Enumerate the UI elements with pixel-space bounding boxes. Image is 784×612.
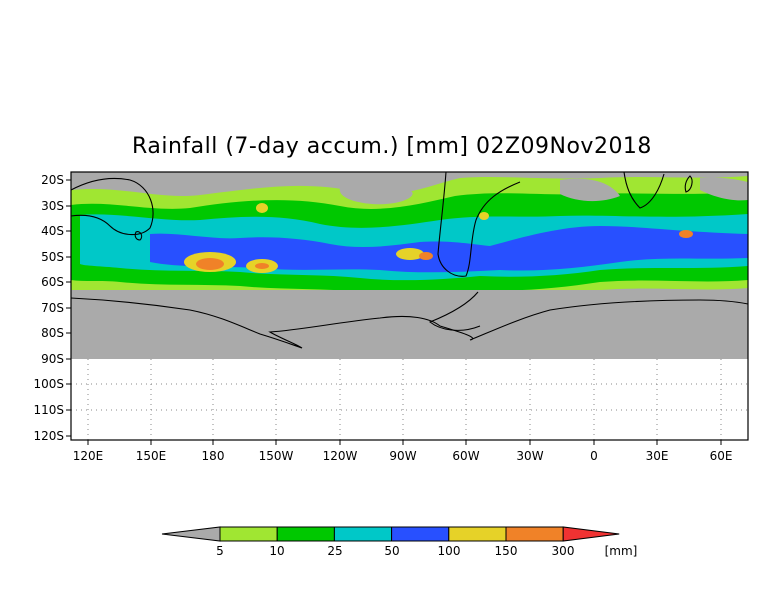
lat-label: 100S [33,377,64,391]
colorbar-label: 10 [269,544,284,558]
map-title: Rainfall (7-day accum.) [mm] 02Z09Nov201… [132,134,652,159]
australia-coast [70,177,154,236]
colorbar-segment [276,526,335,542]
lat-label: 80S [41,326,64,340]
lat-label: 60S [41,275,64,289]
rain-cell-yellow [479,212,489,220]
colorbar [161,526,620,542]
lat-label: 50S [41,250,64,264]
rain-cell-orange [255,263,269,269]
colorbar-high-arrow [562,526,620,542]
lon-label: 90W [389,449,416,463]
lon-label: 60E [710,449,733,463]
lat-label: 30S [41,199,64,213]
lon-label: 150W [259,449,294,463]
rain-cell-yellow [256,203,268,213]
lat-label: 70S [41,301,64,315]
colorbar-labels: 5 10 25 50 100 150 300 [mm] [216,544,637,558]
grid-lines [71,359,748,440]
lat-tick-marks [66,179,71,437]
lat-label: 20S [41,173,64,187]
lon-label: 120E [73,449,104,463]
colorbar-unit: [mm] [605,544,638,558]
lon-label: 0 [590,449,598,463]
lon-tick-marks [87,440,722,445]
lon-label: 30W [516,449,543,463]
dry-region [700,177,748,201]
colorbar-segment [333,526,393,542]
colorbar-label: 150 [495,544,518,558]
south-america-coast [437,171,521,277]
rain-cell-orange [679,230,693,238]
lat-label: 120S [33,429,64,443]
colorbar-label: 25 [327,544,342,558]
lat-label: 110S [33,403,64,417]
lat-label: 40S [41,224,64,238]
antarctica [71,290,748,359]
tasmania-coast [134,231,143,241]
colorbar-segment [505,526,564,542]
rain-cell-yellow [396,248,424,260]
colorbar-label: 5 [216,544,224,558]
plot-frame [70,171,749,441]
antarctica-coast [70,297,749,349]
rainfall-field [71,172,748,359]
madagascar-coast [684,175,693,193]
dry-region [339,185,413,205]
colorbar-segment [391,526,450,542]
lat-label: 90S [41,352,64,366]
rain-cell-orange [419,252,433,260]
rain-band-50-100 [150,226,748,273]
rain-cell-orange [196,258,224,270]
lat-labels: 20S 30S 40S 50S 60S 70S 80S 90S 100S 110… [33,173,64,443]
lon-label: 150E [136,449,167,463]
colorbar-label: 100 [438,544,461,558]
africa-coast [623,171,665,209]
colorbar-label: 300 [552,544,575,558]
dry-region [560,178,620,202]
lon-label: 60W [452,449,479,463]
lon-labels: 120E 150E 180 150W 120W 90W 60W 30W 0 30… [73,449,733,463]
colorbar-segment [219,526,278,542]
colorbar-label: 50 [384,544,399,558]
lon-label: 120W [323,449,358,463]
coastlines [70,171,749,349]
lon-label: 180 [202,449,225,463]
lon-label: 30E [646,449,669,463]
colorbar-low-arrow [161,526,221,542]
colorbar-segment [448,526,507,542]
antarctic-peninsula-coast [428,291,481,331]
